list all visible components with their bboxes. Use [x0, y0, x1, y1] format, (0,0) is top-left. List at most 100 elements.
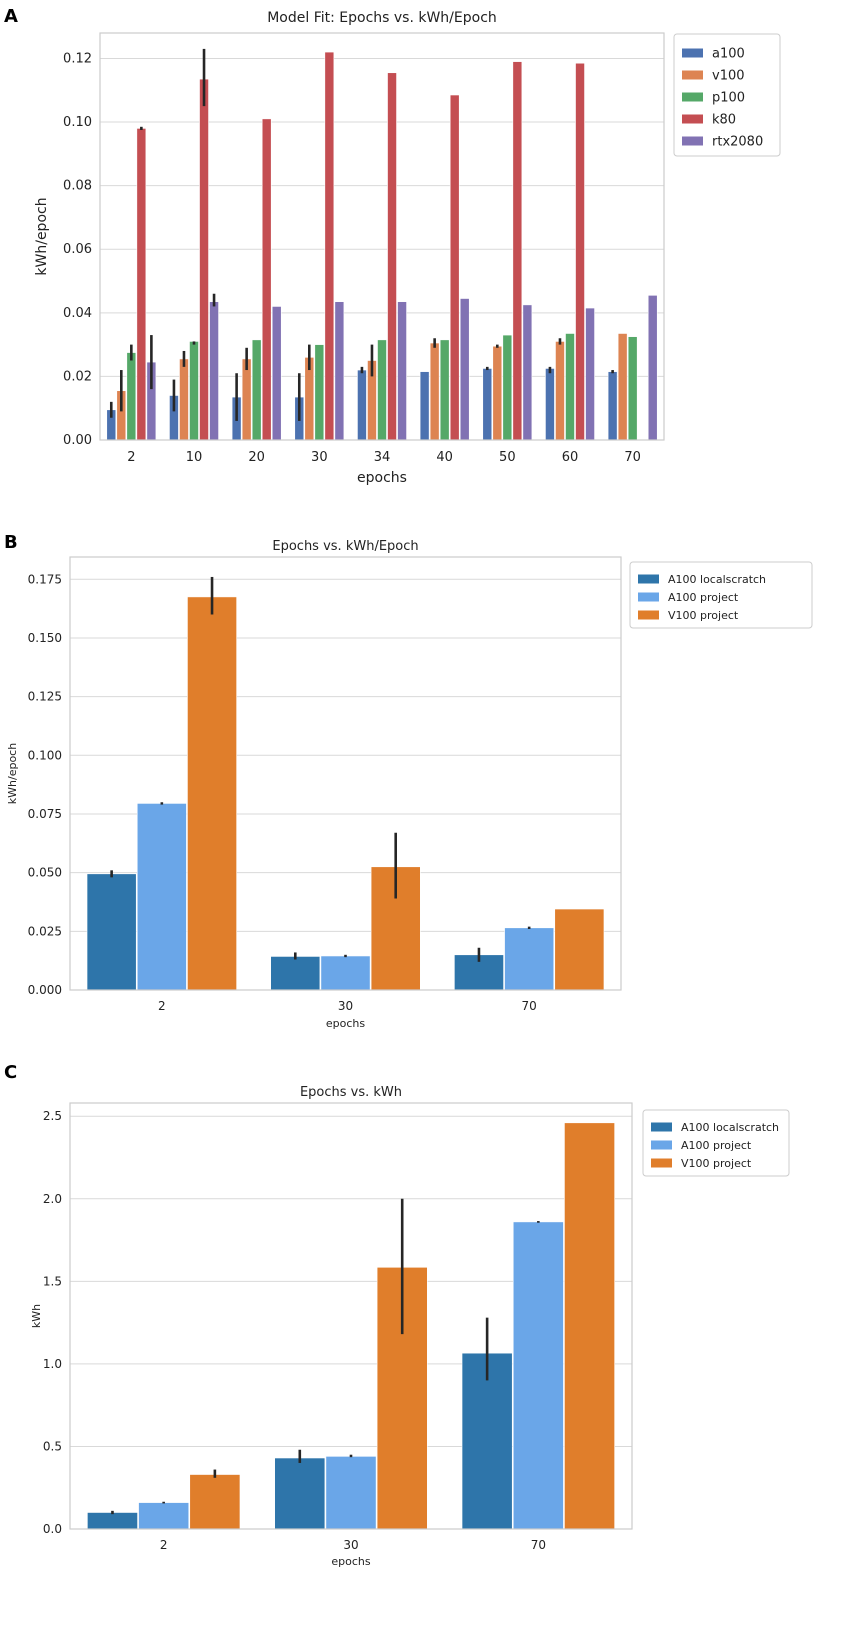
bar-v100-project-70	[564, 1122, 615, 1530]
bar-p100-34	[377, 339, 387, 441]
y-tick-label: 0.08	[63, 179, 92, 194]
bar-rtx2080-20	[271, 306, 282, 441]
bar-rtx2080-50	[522, 304, 533, 441]
y-tick-label: 0.025	[28, 924, 62, 938]
chart-title: Model Fit: Epochs vs. kWh/Epoch	[267, 10, 497, 26]
x-tick-label: 30	[343, 1538, 358, 1552]
y-tick-label: 0.075	[28, 807, 62, 821]
legend-label: V100 project	[668, 609, 739, 622]
legend: a100 v100 p100 k80 rtx2080	[673, 33, 781, 157]
legend-label: k80	[712, 113, 736, 128]
legend-label: A100 localscratch	[668, 573, 766, 586]
panel-letter-a: A	[4, 6, 18, 27]
y-tick-label: 0.100	[28, 748, 62, 762]
x-tick-label: 70	[522, 999, 537, 1013]
y-tick-label: 0.12	[63, 51, 92, 66]
bar-a100-50	[482, 368, 493, 441]
y-tick-label: 0.175	[28, 572, 62, 586]
y-tick-label: 0.02	[63, 369, 92, 384]
bar-v100-project-2	[189, 1474, 241, 1530]
bar-v100-10	[179, 358, 189, 441]
legend-frame	[629, 561, 813, 629]
x-tick-label: 30	[311, 450, 328, 465]
y-axis-label: kWh/epoch	[6, 743, 19, 804]
chart-a: Model Fit: Epochs vs. kWh/Epoch 0.00 0.02 0…	[34, 10, 781, 486]
y-tick-label: 0.00	[63, 433, 92, 448]
x-tick-label: 20	[248, 450, 265, 465]
bar-a100-localscratch-2	[86, 873, 137, 991]
panel-letter-b: B	[4, 532, 18, 553]
y-tick-label: 0.050	[28, 866, 62, 880]
x-tick-label: 70	[531, 1538, 546, 1552]
chart-b: Epochs vs. kWh/Epoch 0.000 0.025 0.050 0.075…	[6, 539, 813, 1030]
bar-rtx2080-34	[397, 301, 407, 441]
bar-rtx2080-30	[334, 301, 345, 441]
bar-a100-localscratch-30	[274, 1457, 326, 1530]
bar-a100-localscratch-2	[87, 1512, 138, 1530]
bar-v100-20	[241, 358, 252, 441]
bar-a100-localscratch-30	[270, 956, 321, 991]
legend-label: A100 localscratch	[681, 1121, 779, 1134]
y-tick-label: 0.150	[28, 631, 62, 645]
y-tick-label: 2.5	[43, 1109, 62, 1123]
bar-rtx2080-60	[585, 307, 595, 441]
panel-letter-c: C	[4, 1062, 17, 1083]
x-tick-label: 2	[158, 999, 166, 1013]
bar-k80-60	[575, 62, 585, 441]
legend-swatch-a100-localscratch	[638, 574, 659, 584]
legend-frame	[673, 33, 781, 157]
bar-k80-30	[324, 51, 335, 441]
bar-a100-40	[419, 371, 430, 441]
legend-swatch-v100	[682, 70, 703, 80]
bar-v100-project-2	[187, 596, 237, 991]
plot-frame	[69, 556, 622, 991]
legend-frame	[642, 1109, 790, 1177]
bar-p100-30	[314, 344, 325, 441]
bar-v100-70	[617, 333, 628, 441]
legend-label: A100 project	[681, 1139, 752, 1152]
bar-k80-50	[512, 61, 523, 441]
bar-p100-40	[439, 339, 450, 441]
x-tick-label: 2	[127, 450, 135, 465]
bar-a100-project-30	[320, 955, 371, 991]
bar-p100-70	[627, 336, 638, 441]
bar-p100-60	[565, 333, 575, 441]
legend-swatch-v100-project	[651, 1158, 672, 1168]
bar-k80-2	[136, 128, 147, 441]
bar-p100-20	[251, 339, 262, 441]
x-tick-label: 60	[562, 450, 579, 465]
bar-p100-50	[502, 334, 513, 441]
y-tick-label: 0.125	[28, 690, 62, 704]
legend-label: A100 project	[668, 591, 739, 604]
bar-a100-34	[357, 369, 367, 441]
bar-k80-34	[387, 72, 397, 441]
legend-label: V100 project	[681, 1157, 752, 1170]
bar-rtx2080-40	[459, 298, 470, 441]
y-axis-label: kWh/epoch	[34, 197, 50, 275]
legend-swatch-v100-project	[638, 610, 659, 620]
x-tick-label: 50	[499, 450, 516, 465]
chart-c: Epochs vs. kWh 0.0 0.5 1.0 1.5 2.0 2.5 2 30 70 epo…	[30, 1085, 790, 1568]
legend-label: p100	[712, 91, 745, 106]
bar-p100-10	[189, 341, 199, 441]
bar-a100-60	[545, 368, 555, 441]
bar-p100-2	[126, 352, 137, 441]
bar-rtx2080-10	[209, 301, 219, 441]
bar-a100-project-70	[512, 1221, 564, 1530]
legend-swatch-k80	[682, 114, 703, 124]
bar-a100-70	[607, 371, 618, 441]
x-tick-label: 10	[186, 450, 203, 465]
x-tick-label: 34	[374, 450, 391, 465]
bar-rtx2080-70	[647, 295, 658, 441]
bar-v100-50	[492, 345, 503, 441]
y-tick-label: 2.0	[43, 1192, 62, 1206]
x-tick-label: 40	[436, 450, 453, 465]
x-tick-label: 2	[160, 1538, 168, 1552]
bar-v100-60	[555, 341, 565, 441]
legend-swatch-rtx2080	[682, 136, 703, 146]
bar-v100-40	[429, 342, 440, 441]
y-axis-label: kWh	[30, 1304, 43, 1328]
y-tick-label: 0.10	[63, 115, 92, 130]
y-tick-label: 0.5	[43, 1439, 62, 1453]
